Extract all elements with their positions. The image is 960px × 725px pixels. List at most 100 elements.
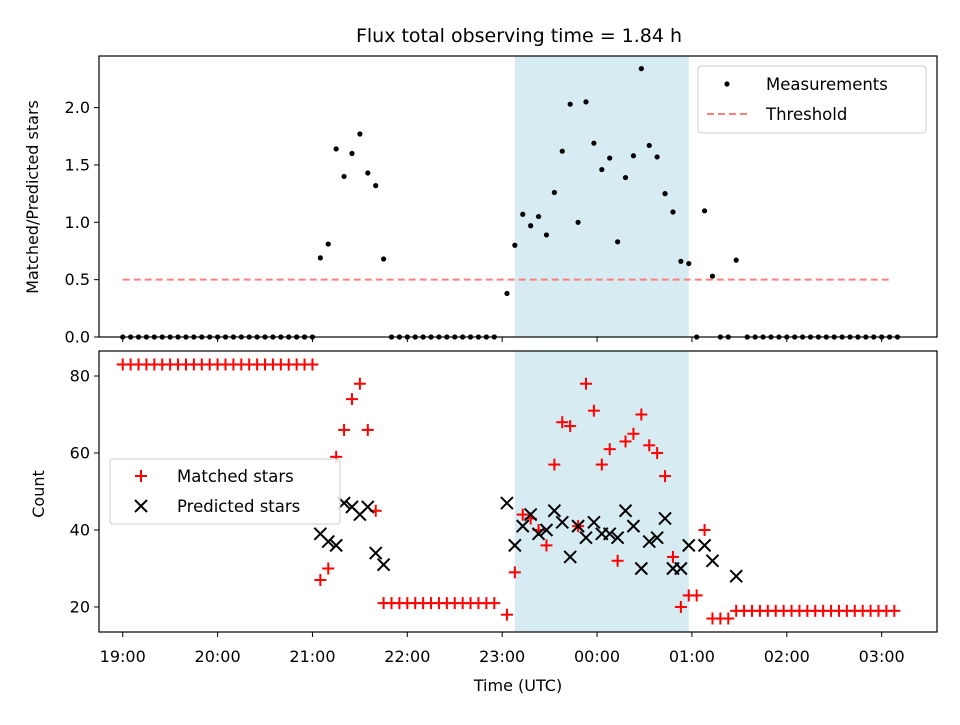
measurement-point [551, 189, 557, 196]
measurement-point [535, 213, 542, 220]
matched-star-point [540, 539, 553, 552]
top-legend-box [697, 65, 927, 134]
matched-star-point [353, 377, 366, 390]
predicted-star-point [329, 538, 343, 553]
top-ytick-label: 1.0 [65, 213, 90, 232]
predicted-star-point [705, 554, 720, 568]
predicted-star-point [602, 527, 617, 541]
x-axis-label: Time (UTC) [473, 676, 562, 695]
measurement-point [341, 173, 347, 180]
measurement-point [365, 170, 371, 176]
predicted-star-point [539, 523, 554, 537]
x-tick-label: 19:00 [100, 647, 146, 666]
bottom-ytick-label: 40 [70, 520, 90, 539]
bottom-y-axis-label: Count [29, 470, 48, 518]
matched-star-point [500, 608, 513, 621]
top-ytick-label: 0.0 [65, 328, 90, 347]
bottom-ytick-label: 60 [70, 444, 90, 463]
top-highlight-span [514, 56, 689, 337]
matched-star-point [674, 600, 687, 613]
x-tick-label: 02:00 [764, 647, 810, 666]
measurement-point [325, 241, 331, 247]
measurement-point [670, 209, 676, 215]
matched-star-point [322, 562, 335, 575]
predicted-legend-marker [134, 499, 148, 513]
measurement-point [559, 148, 565, 154]
matched-star-point [666, 550, 679, 563]
matched-star-point [338, 423, 351, 436]
measurement-point [646, 142, 652, 149]
measurement-point [591, 140, 597, 146]
predicted-star-point [361, 500, 375, 514]
matched-star-point [345, 393, 358, 406]
top-ytick-label: 0.5 [65, 270, 90, 289]
predicted-star-point [571, 519, 585, 533]
x-tick-label: 00:00 [574, 647, 620, 666]
measurement-point [686, 260, 692, 267]
matched-star-point [556, 416, 569, 429]
matched-legend-marker [135, 470, 147, 482]
measurement-point [630, 153, 637, 159]
matched-star-point [611, 554, 624, 567]
predicted-star-point [516, 519, 530, 533]
bottom-legend-box [109, 458, 341, 525]
predicted-star-point [658, 511, 672, 526]
predicted-star-point [674, 561, 688, 576]
measurements-legend-marker [724, 81, 730, 87]
bottom-legend: Matched stars Predicted stars [109, 458, 341, 525]
matched-star-point [643, 439, 656, 452]
measurement-point [599, 166, 605, 173]
matched-star-point [508, 566, 521, 579]
measurement-point [528, 223, 534, 229]
matched-star-point [627, 427, 640, 440]
measurement-point [638, 66, 644, 72]
measurement-point [567, 101, 573, 107]
measurement-point [381, 256, 387, 262]
top-ytick-label: 2.0 [65, 98, 90, 117]
measurement-point [349, 150, 355, 157]
measurement-point [520, 211, 526, 217]
measurements-legend-label: Measurements [766, 75, 888, 94]
measurement-point [512, 242, 518, 248]
matched-star-point [361, 423, 374, 436]
measurement-point [504, 290, 510, 297]
predicted-star-point [587, 515, 601, 530]
predicted-legend-label: Predicted stars [177, 497, 300, 516]
matched-star-point [659, 470, 672, 483]
predicted-star-point [626, 519, 641, 533]
bottom-ytick-label: 80 [70, 367, 90, 386]
predicted-star-point [563, 550, 577, 564]
x-tick-label: 22:00 [384, 647, 430, 666]
measurement-point [575, 219, 581, 225]
measurement-point [662, 191, 668, 197]
predicted-star-point [642, 534, 656, 549]
matched-star-point [488, 597, 501, 610]
chart-title: Flux total observing time = 1.84 h [356, 25, 682, 47]
top-subplot: 0.00.51.01.52.0 Matched/Predicted stars … [23, 55, 938, 347]
matched-star-point [651, 447, 664, 460]
measurement-point [622, 174, 629, 181]
predicted-star-point [682, 538, 696, 553]
predicted-star-point [618, 504, 633, 518]
matched-star-point [690, 589, 703, 602]
predicted-star-point [579, 530, 593, 545]
x-tick-label: 20:00 [195, 647, 241, 666]
top-ytick-label: 1.5 [65, 155, 90, 174]
matched-star-point [635, 408, 648, 421]
x-tick-label: 21:00 [289, 647, 335, 666]
matched-star-point [564, 420, 577, 433]
measurement-point [373, 183, 379, 189]
predicted-star-point [729, 569, 743, 583]
matched-star-point [516, 508, 529, 521]
measurement-point [583, 99, 589, 105]
bottom-subplot: 20 40 60 80 19:00 20:00 21:00 22:00 23:00 00:00 0… [29, 350, 938, 695]
matched-star-point [722, 612, 735, 625]
bottom-ytick-label: 20 [70, 597, 90, 616]
top-y-axis-label: Matched/Predicted stars [23, 100, 42, 294]
x-tick-label: 23:00 [479, 647, 525, 666]
predicted-star-point [321, 534, 335, 549]
threshold-legend-label: Threshold [765, 105, 847, 124]
predicted-star-point [697, 538, 712, 553]
matched-star-point [619, 435, 632, 448]
